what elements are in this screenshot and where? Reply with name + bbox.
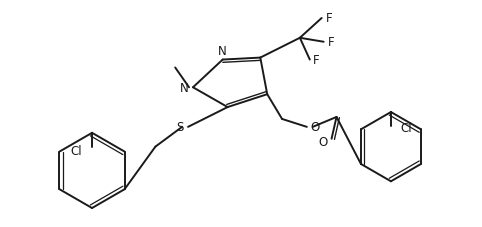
Text: Cl: Cl — [70, 144, 82, 157]
Text: N: N — [218, 44, 227, 57]
Text: F: F — [313, 54, 320, 67]
Text: F: F — [326, 12, 332, 25]
Text: N: N — [180, 81, 189, 94]
Text: Cl: Cl — [401, 122, 413, 135]
Text: S: S — [177, 121, 184, 134]
Text: F: F — [328, 36, 334, 49]
Text: O: O — [311, 121, 320, 134]
Text: O: O — [318, 136, 328, 148]
